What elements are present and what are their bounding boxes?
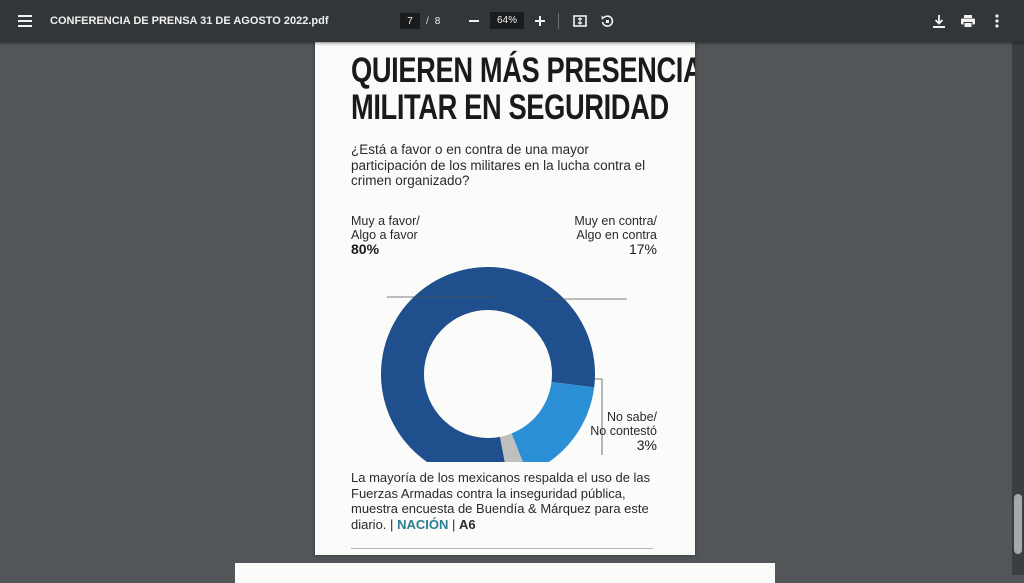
- page-number-input[interactable]: [400, 13, 420, 29]
- label-favor-pct: 80%: [351, 241, 380, 257]
- next-pdf-page: [235, 563, 775, 583]
- label-contra-line2: Algo en contra: [576, 228, 657, 242]
- label-contra: Muy en contra/ Algo en contra 17%: [574, 214, 657, 256]
- rotate-icon[interactable]: [596, 0, 618, 42]
- hamburger-menu-icon[interactable]: [8, 0, 42, 42]
- donut-chart: [381, 267, 627, 462]
- more-vert-icon[interactable]: [988, 0, 1006, 42]
- download-icon[interactable]: [928, 0, 950, 42]
- toolbar-divider: [558, 13, 559, 29]
- scrollbar-thumb[interactable]: [1014, 494, 1022, 554]
- label-contra-line1: Muy en contra/: [574, 214, 657, 228]
- pdf-page: QUIEREN MÁS PRESENCIA MILITAR EN SEGURID…: [315, 42, 695, 555]
- label-nosabe-line2: No contestó: [590, 424, 657, 438]
- page-reference: A6: [458, 516, 476, 532]
- survey-question: ¿Está a favor o en contra de una mayor p…: [351, 142, 646, 188]
- page-total: 8: [434, 15, 441, 27]
- label-nosabe-line1: No sabe/: [606, 410, 657, 424]
- section-separator-1: |: [390, 516, 394, 532]
- zoom-level-field[interactable]: 64%: [490, 12, 524, 29]
- print-icon[interactable]: [956, 0, 980, 42]
- slice-nosabe: [499, 433, 523, 462]
- label-favor-line1: Muy a favor/: [351, 214, 420, 228]
- pdf-toolbar: CONFERENCIA DE PRENSA 31 DE AGOSTO 2022.…: [0, 0, 1024, 42]
- article-headline: QUIEREN MÁS PRESENCIA MILITAR EN SEGURID…: [351, 51, 695, 127]
- label-favor: Muy a favor/ Algo a favor 80%: [351, 214, 420, 256]
- leader-line-nosabe: [593, 378, 603, 455]
- page-navigator: / 8: [400, 12, 440, 30]
- headline-line-2: MILITAR EN SEGURIDAD: [351, 88, 669, 127]
- bottom-rule: [351, 548, 653, 549]
- label-contra-pct: 17%: [628, 241, 657, 257]
- slice-contra: [511, 382, 595, 462]
- plus-icon[interactable]: [528, 0, 552, 42]
- scrollbar[interactable]: [1012, 42, 1024, 575]
- label-nosabe: No sabe/ No contestó 3%: [590, 410, 657, 452]
- headline-line-1: QUIEREN MÁS PRESENCIA: [351, 51, 695, 90]
- section-separator-2: |: [451, 516, 456, 532]
- document-title: CONFERENCIA DE PRENSA 31 DE AGOSTO 2022.…: [50, 15, 329, 27]
- page-separator: /: [426, 15, 429, 27]
- fit-page-icon[interactable]: [570, 0, 590, 42]
- minus-icon[interactable]: [462, 0, 486, 42]
- label-favor-line2: Algo a favor: [351, 228, 418, 242]
- summary-text: La mayoría de los mexicanos respalda el …: [351, 470, 651, 532]
- section-link[interactable]: NACIÓN: [397, 516, 449, 532]
- slice-favor: [381, 267, 595, 462]
- article-summary: La mayoría de los mexicanos respalda el …: [351, 470, 661, 532]
- label-nosabe-pct: 3%: [636, 437, 657, 453]
